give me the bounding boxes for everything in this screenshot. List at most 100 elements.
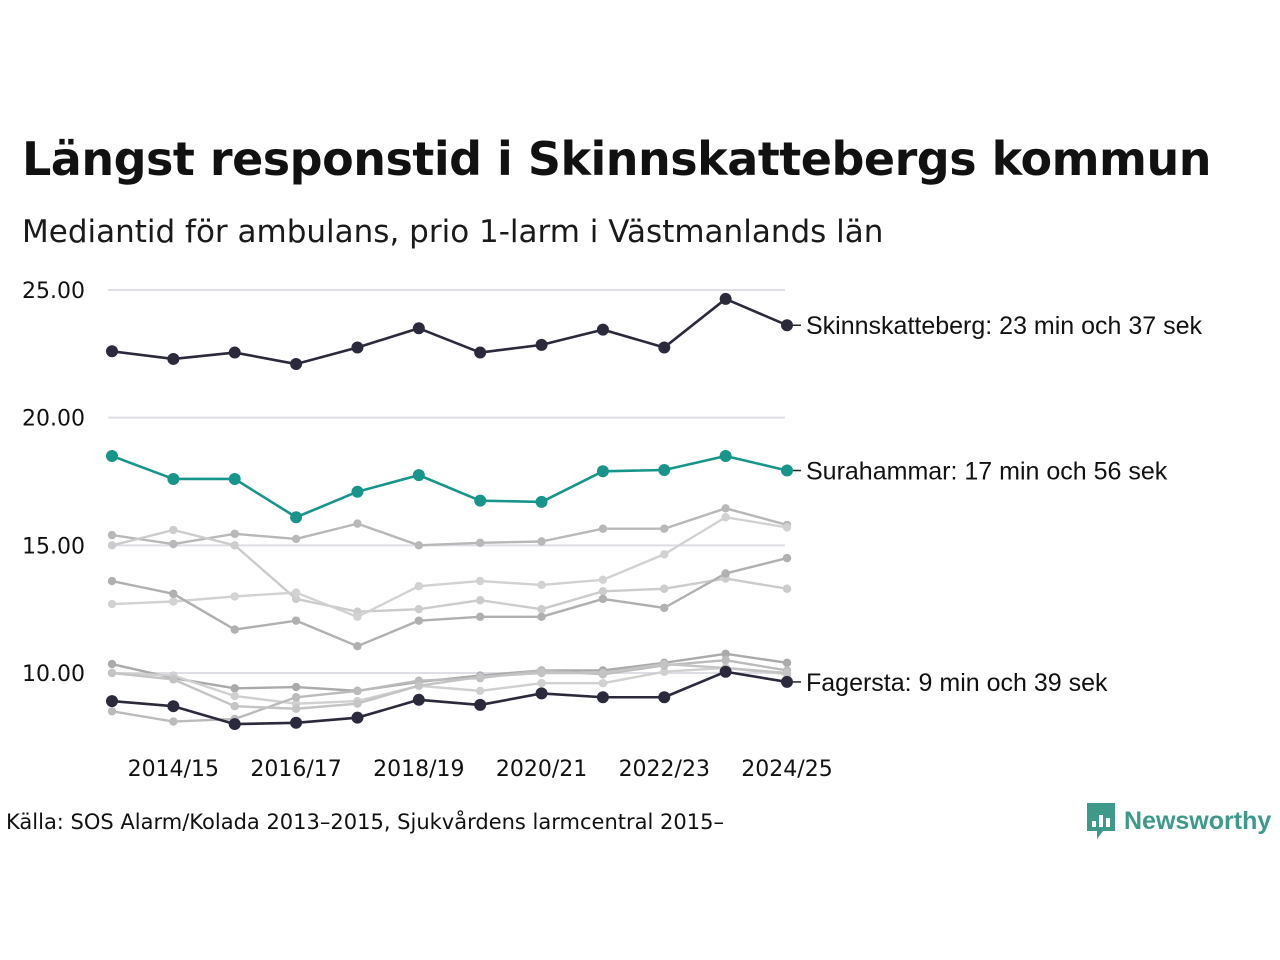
data-point	[414, 681, 424, 690]
data-point	[537, 604, 546, 614]
data-point	[414, 541, 424, 550]
chart-subtitle: Mediantid för ambulans, prio 1-larm i Vä…	[22, 214, 884, 250]
data-point	[169, 675, 178, 684]
series-fagersta	[106, 665, 793, 731]
data-point	[474, 698, 487, 711]
series-line	[111, 666, 788, 705]
data-point	[596, 465, 609, 478]
data-point	[598, 679, 608, 688]
data-point	[719, 665, 732, 678]
data-point	[782, 553, 792, 563]
data-point	[107, 707, 117, 716]
y-tick-label: 20.00	[22, 407, 85, 432]
data-point	[658, 341, 671, 354]
data-point	[721, 649, 730, 659]
data-point	[353, 612, 362, 622]
data-point	[660, 524, 669, 533]
x-tick-label: 2020/21	[496, 757, 587, 782]
data-point	[475, 686, 485, 696]
data-point	[660, 667, 669, 676]
data-point	[414, 604, 424, 614]
data-point	[535, 495, 548, 508]
data-point	[721, 504, 730, 513]
data-point	[107, 668, 117, 678]
data-point	[106, 449, 118, 462]
data-point	[414, 581, 424, 591]
data-point	[230, 541, 239, 550]
series-line	[111, 516, 788, 619]
y-tick-label: 25.00	[22, 279, 85, 304]
series-grå-kommun-b	[107, 525, 792, 616]
x-tick-label: 2018/19	[373, 757, 464, 782]
chart-title: Längst responstid i Skinnskattebergs kom…	[22, 132, 1211, 186]
x-axis-ticks: 2014/15 2016/17 2018/19 2020/21 2022/23 2024/…	[128, 757, 833, 782]
data-point	[290, 511, 303, 524]
data-point	[230, 701, 239, 711]
data-point	[169, 717, 178, 726]
data-point	[782, 584, 792, 593]
data-point	[475, 576, 485, 586]
y-tick-label: 10.00	[22, 662, 85, 687]
data-point	[169, 525, 178, 535]
series-line	[111, 297, 788, 366]
data-point	[535, 687, 548, 700]
data-point	[169, 539, 178, 549]
data-point	[596, 691, 609, 704]
brand-logo: Newsworthy	[1086, 802, 1271, 840]
data-point	[106, 695, 118, 708]
data-point	[781, 675, 793, 688]
series-surahammar	[106, 449, 793, 524]
x-tick-label: 2024/25	[741, 757, 832, 782]
data-point	[230, 684, 239, 693]
data-point	[412, 469, 425, 482]
data-point	[291, 704, 301, 713]
series-end-label: Fagersta: 9 min och 39 sek	[806, 669, 1108, 697]
data-point	[475, 672, 485, 682]
data-point	[351, 711, 364, 724]
series-line	[111, 454, 788, 519]
data-point	[474, 494, 487, 507]
data-point	[353, 519, 362, 528]
data-point	[721, 569, 730, 578]
data-point	[230, 592, 239, 601]
data-point	[107, 530, 117, 540]
data-point	[658, 691, 671, 704]
x-tick-label: 2014/15	[128, 757, 219, 782]
data-point	[598, 587, 608, 596]
data-point	[537, 679, 546, 688]
series-grå-kommun-d	[107, 553, 792, 651]
data-point	[782, 523, 792, 532]
data-point	[781, 464, 793, 477]
data-point	[721, 513, 730, 522]
data-point	[107, 576, 117, 586]
data-point	[535, 338, 548, 351]
data-point	[719, 292, 732, 305]
data-point	[351, 485, 364, 498]
series-grå-kommun-a	[107, 504, 792, 550]
data-point	[475, 596, 485, 605]
source-note: Källa: SOS Alarm/Kolada 2013–2015, Sjukv…	[6, 810, 724, 834]
data-point	[353, 686, 362, 696]
data-point	[107, 659, 117, 669]
data-point	[781, 319, 793, 332]
series-skinnskatteberg	[106, 292, 793, 371]
series-line	[111, 507, 788, 547]
data-point	[290, 716, 303, 729]
data-point	[167, 700, 180, 713]
data-point	[230, 691, 239, 701]
data-point	[782, 658, 792, 667]
data-point	[598, 594, 608, 604]
series-end-labels: Surahammar: 17 min och 56 sek Skinnskatte…	[793, 312, 1203, 697]
data-point	[719, 449, 732, 462]
data-point	[167, 472, 180, 485]
data-point	[475, 538, 485, 547]
data-point	[412, 693, 425, 706]
data-point	[291, 534, 301, 544]
data-point	[291, 693, 301, 702]
data-point	[474, 346, 487, 359]
data-point	[353, 641, 362, 651]
y-tick-label: 15.00	[22, 534, 85, 559]
data-point	[291, 616, 301, 625]
data-point	[598, 524, 608, 533]
data-point	[291, 682, 301, 692]
